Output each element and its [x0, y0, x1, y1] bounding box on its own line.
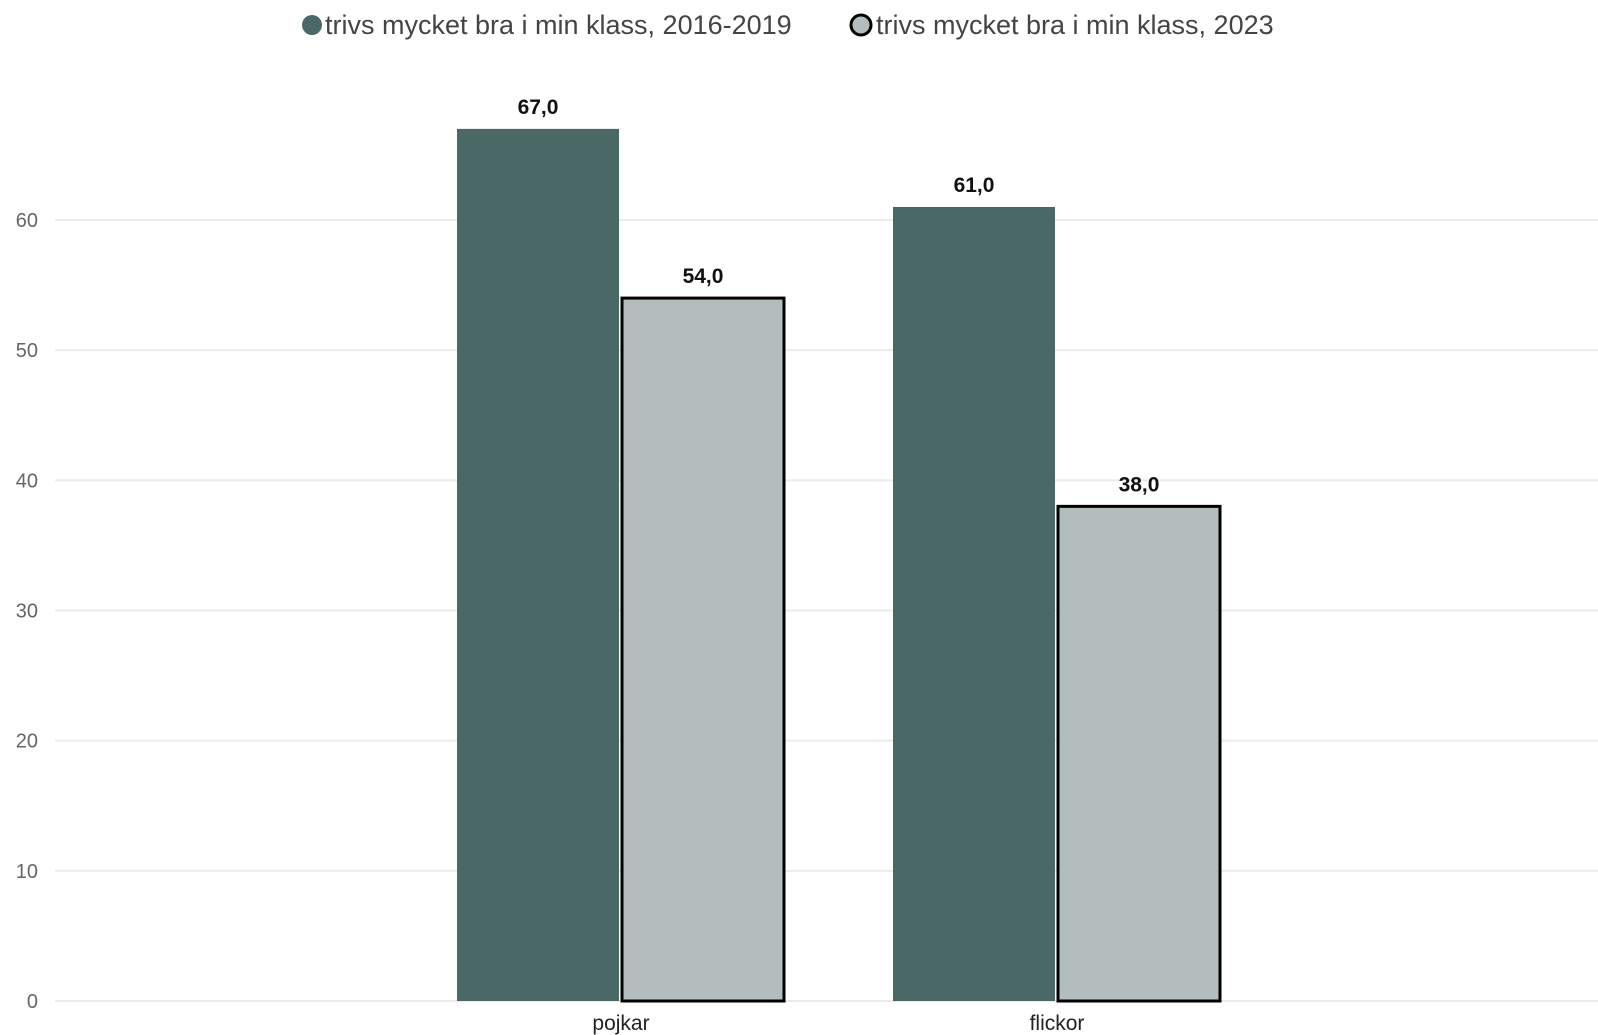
value-label-flickor-series-1: 61,0: [954, 174, 995, 197]
gridlines: [55, 219, 1598, 1002]
bar-pojkar-series-2: [620, 296, 786, 1003]
y-tick-label: 30: [16, 601, 38, 623]
legend-swatch-series-2: [849, 13, 873, 37]
x-tick-label-pojkar: pojkar: [592, 1012, 649, 1035]
y-tick-label: 60: [16, 210, 38, 232]
x-axis: pojkar flickor: [592, 1012, 1084, 1035]
y-tick-label: 50: [16, 340, 38, 362]
y-tick-label: 0: [27, 991, 38, 1013]
bar-pojkar-series-1: [457, 128, 619, 1002]
value-label-flickor-series-2: 38,0: [1119, 473, 1160, 496]
y-tick-label: 20: [16, 731, 38, 753]
legend-label-series-2: trivs mycket bra i min klass, 2023: [876, 10, 1274, 40]
bar-flickor-series-2: [1056, 504, 1222, 1003]
x-tick-label-flickor: flickor: [1030, 1012, 1085, 1035]
value-labels: 67,0 54,0 61,0 38,0: [518, 96, 1160, 496]
y-axis: 0 10 20 30 40 50 60: [16, 210, 38, 1013]
legend-label-series-1: trivs mycket bra i min klass, 2016-2019: [325, 10, 792, 40]
value-label-pojkar-series-1: 67,0: [518, 96, 559, 119]
value-label-pojkar-series-2: 54,0: [683, 265, 724, 288]
y-tick-label: 40: [16, 470, 38, 492]
bar-flickor-series-1: [893, 206, 1055, 1001]
legend: trivs mycket bra i min klass, 2016-2019 …: [302, 10, 1274, 40]
bars: [457, 128, 1222, 1003]
legend-swatch-series-1: [302, 15, 322, 35]
y-tick-label: 10: [16, 861, 38, 883]
